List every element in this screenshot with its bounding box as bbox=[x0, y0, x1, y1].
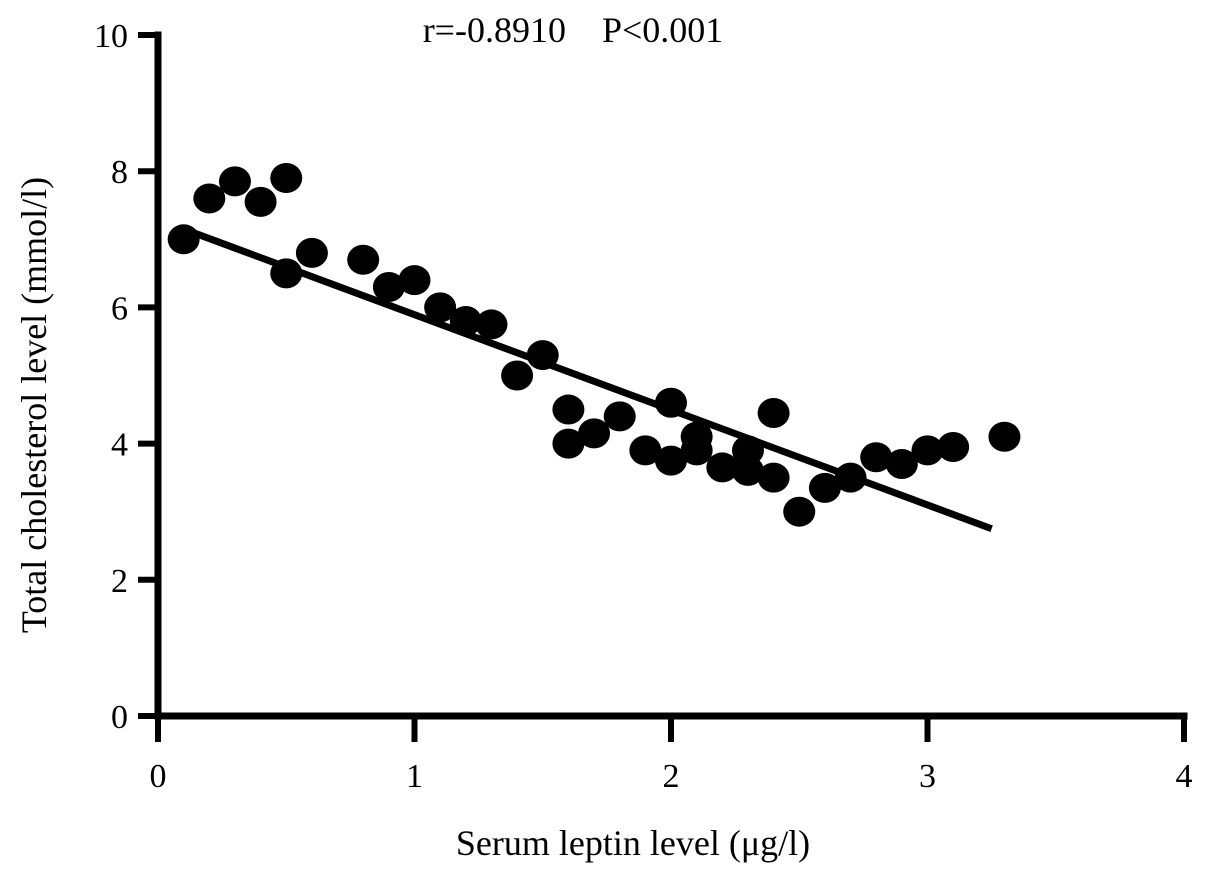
data-point bbox=[295, 237, 328, 268]
x-tick-label: 1 bbox=[406, 758, 423, 795]
axis-ticks bbox=[138, 32, 1187, 742]
data-point bbox=[706, 452, 739, 483]
x-tick-label: 2 bbox=[663, 758, 680, 795]
x-tick-label: 4 bbox=[1176, 758, 1193, 795]
data-point bbox=[629, 435, 662, 466]
data-point bbox=[834, 462, 867, 493]
y-tick-label: 8 bbox=[111, 154, 128, 191]
data-point bbox=[270, 258, 303, 289]
data-point bbox=[655, 445, 687, 476]
data-point bbox=[860, 442, 893, 473]
data-point bbox=[808, 472, 841, 503]
data-point bbox=[449, 306, 482, 337]
data-point bbox=[783, 496, 816, 527]
data-point bbox=[526, 340, 559, 371]
data-point bbox=[655, 387, 687, 418]
data-point bbox=[885, 449, 918, 480]
data-point bbox=[552, 394, 585, 425]
x-tick-label: 3 bbox=[919, 758, 936, 795]
data-point bbox=[501, 360, 534, 391]
data-point bbox=[757, 462, 790, 493]
data-point bbox=[731, 455, 764, 486]
data-point bbox=[167, 224, 200, 255]
data-point bbox=[937, 432, 970, 463]
correlation-annotation: r=-0.8910 P<0.001 bbox=[423, 10, 724, 50]
data-point bbox=[244, 186, 277, 217]
x-tick-label: 0 bbox=[150, 758, 167, 795]
data-point bbox=[578, 418, 611, 449]
data-point bbox=[270, 163, 303, 194]
tick-labels: 0 1 2 3 4 0 2 4 6 8 10 bbox=[94, 18, 1193, 795]
y-tick-label: 6 bbox=[111, 290, 128, 327]
data-point bbox=[988, 421, 1021, 452]
data-point bbox=[757, 397, 790, 428]
data-point bbox=[680, 435, 713, 466]
data-point bbox=[193, 183, 226, 214]
data-point bbox=[218, 166, 251, 197]
data-point bbox=[911, 435, 944, 466]
y-axis-title: Total cholesterol level (mmol/l) bbox=[14, 177, 54, 633]
plot-area bbox=[167, 163, 1021, 533]
y-tick-label: 2 bbox=[111, 563, 128, 600]
data-point bbox=[398, 265, 431, 296]
data-point bbox=[475, 309, 508, 340]
y-tick-label: 4 bbox=[111, 427, 128, 464]
data-point bbox=[552, 428, 585, 459]
regression-line bbox=[182, 225, 993, 533]
data-point bbox=[424, 292, 457, 323]
y-tick-label: 10 bbox=[94, 18, 128, 55]
data-point bbox=[372, 271, 405, 302]
x-axis-title: Serum leptin level (μg/l) bbox=[456, 823, 810, 863]
y-tick-label: 0 bbox=[111, 699, 128, 736]
data-point bbox=[603, 401, 636, 432]
data-point bbox=[347, 244, 380, 275]
